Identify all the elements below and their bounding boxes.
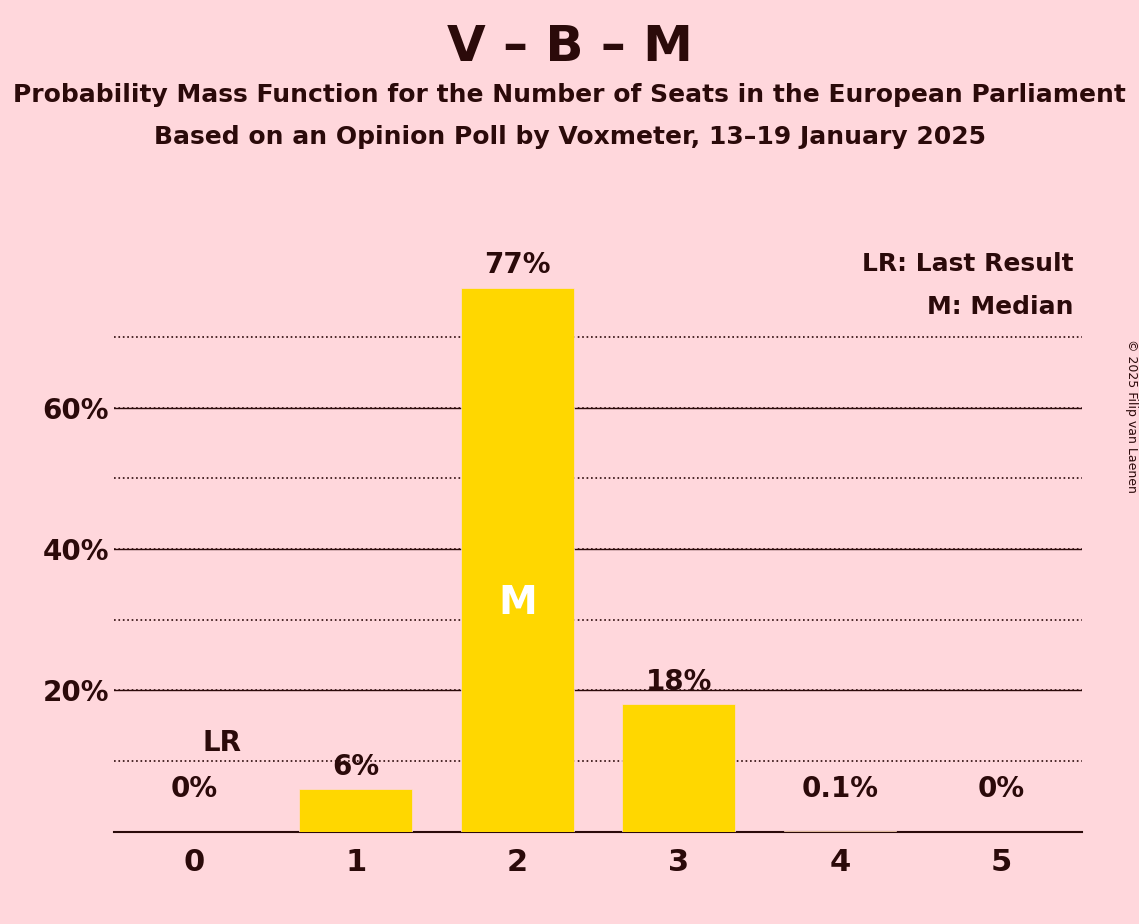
Text: 77%: 77% [484,251,550,279]
Text: 18%: 18% [646,668,712,696]
Text: 0.1%: 0.1% [802,775,878,803]
Bar [300,789,412,832]
Text: 0%: 0% [977,775,1025,803]
Text: V – B – M: V – B – M [446,23,693,71]
Bar [622,704,735,832]
Text: © 2025 Filip van Laenen: © 2025 Filip van Laenen [1124,339,1138,492]
Text: LR: Last Result: LR: Last Result [862,252,1074,276]
Text: Based on an Opinion Poll by Voxmeter, 13–19 January 2025: Based on an Opinion Poll by Voxmeter, 13… [154,125,985,149]
Bar [461,287,574,832]
Text: LR: LR [203,729,241,758]
Text: M: Median: M: Median [927,295,1074,319]
Text: Probability Mass Function for the Number of Seats in the European Parliament: Probability Mass Function for the Number… [13,83,1126,107]
Text: M: M [498,584,536,622]
Text: 0%: 0% [171,775,219,803]
Text: 6%: 6% [333,753,379,781]
